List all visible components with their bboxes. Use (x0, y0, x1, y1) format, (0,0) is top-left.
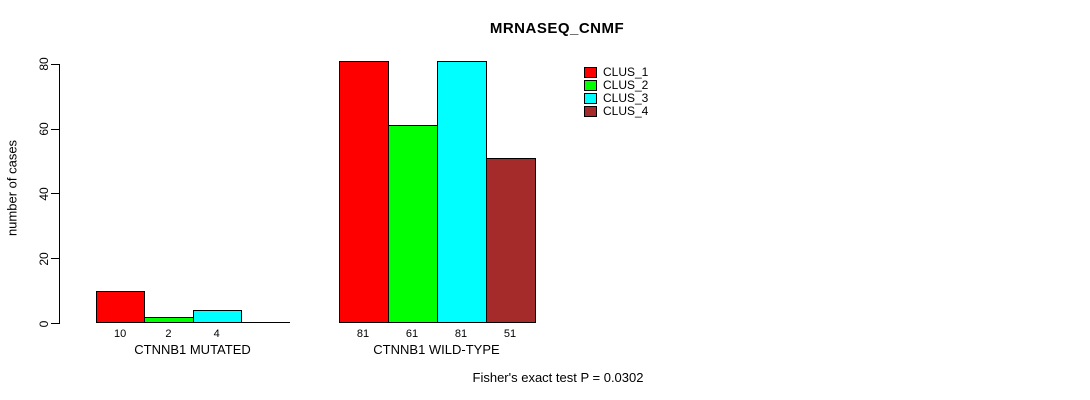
y-axis-tick (51, 128, 59, 130)
legend-label: CLUS_3 (603, 91, 649, 105)
y-tick-label: 20 (37, 252, 51, 266)
legend-swatch-clus-3 (584, 92, 597, 104)
bar-value-label: 61 (405, 328, 419, 340)
bar-value-label: 81 (454, 328, 468, 340)
x-category-label: CTNNB1 WILD-TYPE (373, 342, 500, 357)
legend-item: CLUS_1 (584, 66, 648, 78)
y-tick-label: 60 (37, 122, 51, 136)
bar-clus-4-ctnnb1-wild-type (485, 157, 536, 323)
bar-value-label: 81 (356, 328, 370, 340)
y-axis-tick (51, 323, 59, 324)
legend-item: CLUS_4 (584, 105, 648, 117)
legend-swatch-clus-1 (584, 66, 597, 78)
bar-clus-3-ctnnb1-wild-type (436, 60, 487, 323)
y-axis-line (59, 63, 60, 324)
y-axis-tick (51, 63, 59, 65)
bar-clus-2-ctnnb1-wild-type (387, 125, 438, 323)
y-axis-label: number of cases (4, 139, 20, 237)
legend-item: CLUS_2 (584, 79, 648, 91)
annotation-text: Fisher's exact test P = 0.0302 (472, 370, 644, 385)
y-tick-label: 80 (37, 57, 51, 71)
bar-clus-1-ctnnb1-wild-type (338, 60, 389, 323)
legend-swatch-clus-4 (584, 105, 597, 117)
bar-value-label: 2 (165, 328, 172, 340)
legend-item: CLUS_3 (584, 92, 648, 104)
bar-value-label: 51 (503, 328, 517, 340)
legend-label: CLUS_1 (603, 65, 649, 79)
bar-value-label: 4 (213, 328, 220, 340)
y-axis-tick (51, 258, 59, 260)
y-axis-tick (51, 193, 59, 195)
bar-value-label: 10 (114, 328, 127, 340)
legend-swatch-clus-2 (584, 79, 597, 91)
bar-clus-2-ctnnb1-mutated (144, 316, 194, 323)
legend-label: CLUS_4 (603, 104, 649, 118)
bar-clus-1-ctnnb1-mutated (96, 290, 146, 323)
y-tick-label: 40 (37, 187, 51, 201)
legend-label: CLUS_2 (603, 78, 649, 92)
bar-clus-3-ctnnb1-mutated (192, 310, 242, 323)
y-tick-label: 0 (37, 320, 51, 327)
chart-title: MRNASEQ_CNMF (489, 20, 625, 37)
x-category-label: CTNNB1 MUTATED (134, 342, 251, 357)
